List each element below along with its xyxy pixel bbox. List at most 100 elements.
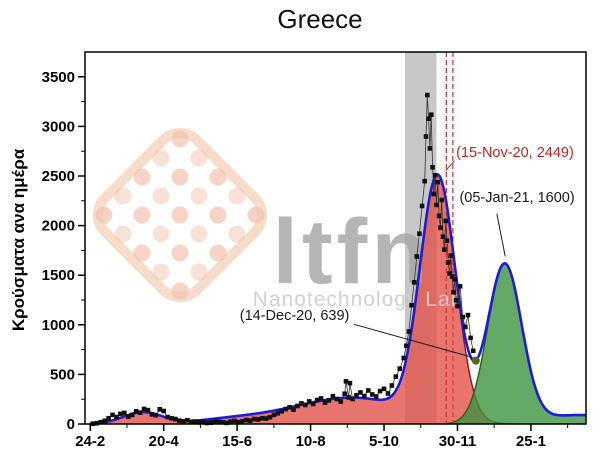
annotations-layer: (15-Nov-20, 2449) (05-Jan-21, 1600) (14-De… bbox=[240, 145, 575, 358]
annotation-label: (15-Nov-20, 2449) bbox=[456, 145, 574, 161]
daily-cases-point bbox=[343, 379, 349, 384]
daily-cases-point bbox=[295, 403, 300, 409]
daily-cases-point bbox=[263, 416, 269, 421]
watermark-dot bbox=[152, 225, 170, 243]
daily-cases-point bbox=[401, 355, 406, 361]
watermark: ltfn Nanotechnology Lab bbox=[93, 128, 462, 311]
daily-cases-point bbox=[271, 412, 277, 418]
daily-cases-point bbox=[453, 297, 459, 303]
daily-cases-point bbox=[438, 225, 443, 231]
daily-cases-point bbox=[326, 398, 332, 403]
daily-cases-point bbox=[232, 418, 237, 424]
daily-cases-point bbox=[369, 392, 375, 397]
daily-cases-point bbox=[303, 402, 308, 408]
watermark-dot bbox=[190, 263, 208, 281]
daily-cases-point bbox=[440, 234, 446, 240]
daily-cases-point bbox=[445, 260, 451, 265]
daily-cases-point bbox=[125, 414, 131, 419]
daily-cases-point bbox=[314, 397, 320, 403]
daily-cases-point bbox=[291, 407, 296, 412]
daily-cases-point bbox=[318, 396, 324, 401]
daily-cases-point bbox=[149, 412, 155, 417]
watermark-diamond-outline bbox=[93, 128, 267, 302]
daily-cases-point bbox=[432, 172, 438, 178]
x-tick-label: 15-6 bbox=[222, 433, 252, 450]
watermark-dot bbox=[209, 206, 227, 224]
guides-layer bbox=[445, 52, 454, 424]
wave3-area bbox=[441, 263, 586, 424]
watermark-dot bbox=[171, 206, 189, 224]
scatter-layer bbox=[90, 92, 480, 427]
daily-cases-point bbox=[110, 412, 115, 418]
daily-cases-point bbox=[354, 392, 359, 398]
plot-frame bbox=[84, 51, 587, 425]
watermark-dot bbox=[152, 187, 170, 205]
watermark-dot bbox=[114, 225, 132, 243]
daily-cases-point bbox=[347, 380, 353, 386]
daily-cases-point bbox=[447, 271, 452, 276]
daily-cases-point bbox=[346, 395, 351, 400]
x-tick-label: 24-2 bbox=[75, 433, 105, 450]
daily-cases-point bbox=[137, 410, 143, 415]
daily-cases-point bbox=[267, 414, 273, 420]
daily-cases-point bbox=[449, 274, 455, 279]
y-tick-label: 1500 bbox=[42, 267, 75, 284]
watermark-dot bbox=[171, 244, 189, 262]
watermark-dot bbox=[133, 206, 151, 224]
daily-cases-point bbox=[188, 419, 194, 425]
daily-cases-point bbox=[342, 391, 347, 397]
daily-cases-point bbox=[173, 416, 178, 422]
daily-cases-point bbox=[365, 388, 371, 393]
watermark-diamond-logo bbox=[93, 128, 267, 302]
watermark-dot bbox=[190, 149, 208, 167]
daily-cases-point bbox=[141, 406, 147, 412]
daily-cases-point bbox=[251, 416, 257, 422]
daily-cases-point bbox=[425, 92, 430, 98]
watermark-dot bbox=[209, 168, 227, 186]
daily-cases-point bbox=[439, 197, 445, 203]
y-tick-label: 3500 bbox=[42, 69, 75, 86]
daily-cases-point bbox=[322, 400, 328, 405]
daily-cases-point bbox=[275, 410, 281, 416]
daily-cases-point bbox=[427, 146, 433, 151]
daily-cases-point bbox=[98, 419, 104, 425]
watermark-dot bbox=[171, 168, 189, 186]
watermark-dot bbox=[133, 168, 151, 186]
daily-cases-point bbox=[389, 383, 395, 388]
daily-cases-point bbox=[334, 396, 340, 402]
watermark-dot bbox=[228, 187, 246, 205]
daily-cases-point bbox=[426, 116, 431, 121]
daily-cases-point bbox=[161, 408, 166, 414]
daily-cases-point bbox=[358, 390, 363, 395]
watermark-dot bbox=[190, 225, 208, 243]
daily-cases-point bbox=[330, 393, 336, 399]
annotation-leader bbox=[445, 160, 455, 171]
daily-cases-point bbox=[259, 415, 265, 421]
daily-cases-point bbox=[385, 391, 391, 396]
watermark-dot bbox=[228, 225, 246, 243]
daily-cases-point bbox=[212, 418, 218, 424]
daily-cases-point bbox=[468, 335, 473, 341]
daily-cases-point bbox=[362, 393, 367, 399]
daily-cases-point bbox=[236, 419, 241, 425]
daily-cases-point bbox=[279, 409, 285, 414]
y-tick-label: 500 bbox=[50, 366, 75, 383]
daily-cases-point bbox=[422, 178, 427, 184]
daily-cases-point bbox=[457, 284, 463, 289]
daily-cases-point bbox=[184, 417, 190, 423]
daily-cases-point bbox=[94, 420, 100, 426]
daily-cases-point bbox=[299, 401, 304, 406]
watermark-dot bbox=[190, 187, 208, 205]
daily-cases-point bbox=[436, 213, 442, 219]
daily-cases-point bbox=[430, 164, 435, 170]
watermark-logo-text: ltfn bbox=[272, 201, 431, 303]
annotation-label: (14-Dec-20, 639) bbox=[240, 308, 350, 324]
daily-cases-point bbox=[208, 420, 214, 425]
daily-cases-point bbox=[411, 280, 417, 285]
daily-cases-point bbox=[145, 407, 151, 413]
daily-cases-point bbox=[153, 412, 159, 418]
x-tick-label: 10-8 bbox=[296, 433, 326, 450]
x-tick-label: 30-11 bbox=[439, 433, 477, 450]
daily-cases-point bbox=[196, 420, 202, 425]
